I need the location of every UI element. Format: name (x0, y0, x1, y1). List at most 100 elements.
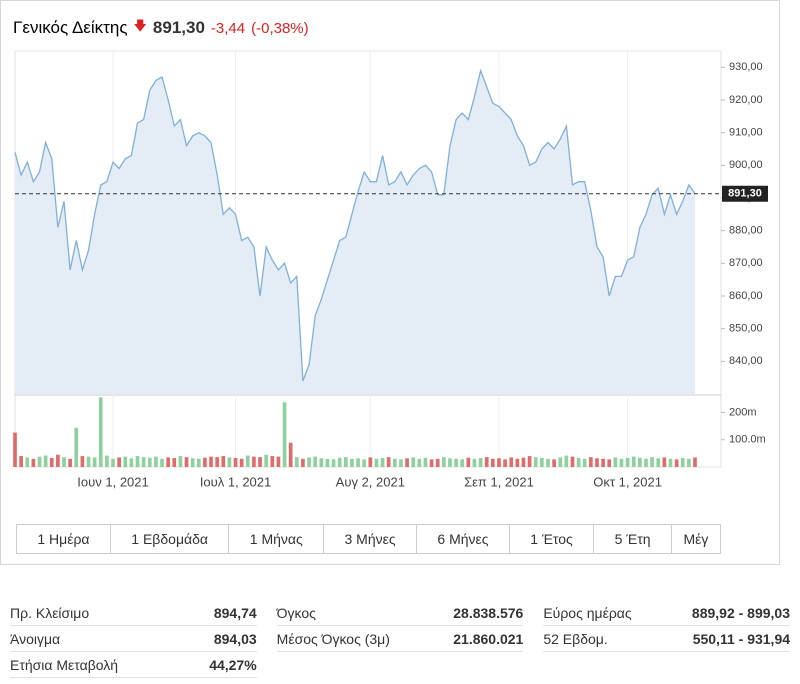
volume-bar (589, 457, 593, 467)
range-button[interactable]: 1 Μήνας (229, 525, 325, 553)
volume-bar (147, 457, 152, 467)
volume-bar (313, 456, 318, 467)
index-name: Γενικός Δείκτης (13, 18, 128, 37)
volume-bar (668, 458, 673, 467)
stat-value: 894,74 (213, 604, 257, 621)
volume-bar (362, 459, 367, 467)
volume-bar (680, 457, 685, 467)
volume-bar (693, 457, 697, 467)
range-button[interactable]: 6 Μήνες (417, 525, 510, 553)
volume-bar (368, 457, 373, 467)
volume-bar (484, 457, 489, 467)
stat-label: 52 Εβδομ. (543, 630, 608, 647)
volume-bar (509, 457, 514, 467)
volume-bar (178, 456, 183, 467)
volume-bar (43, 455, 48, 467)
stat-value: 894,03 (213, 630, 257, 647)
volume-bar (503, 459, 507, 467)
volume-bar (441, 457, 446, 467)
volume-bar (625, 457, 630, 467)
volume-bar (98, 397, 103, 467)
volume-bar (631, 456, 636, 467)
volume-bar (356, 458, 360, 467)
x-tick-label: Ιουν 1, 2021 (77, 474, 148, 489)
volume-bar (215, 457, 219, 467)
volume-bar (19, 456, 23, 467)
stats-column: Πρ. Κλείσιμο 894,74 Άνοιγμα 894,03 Ετήσια Με… (0, 600, 267, 678)
stats-column: Εύρος ημέρας 889,92 - 899,03 52 Εβδομ. 550,… (533, 600, 800, 678)
volume-bar (380, 457, 385, 467)
volume-bar (582, 458, 587, 467)
down-arrow: 🡇 (133, 18, 147, 33)
stat-row: Πρ. Κλείσιμο 894,74 (10, 600, 257, 626)
stat-value: 550,11 - 931,94 (692, 630, 791, 647)
volume-bar (491, 458, 495, 467)
volume-bar (558, 457, 563, 467)
range-button[interactable]: 1 Έτος (510, 525, 595, 553)
range-button[interactable]: 1 Εβδομάδα (111, 525, 230, 553)
volume-bar (166, 457, 170, 467)
volume-bar (448, 458, 452, 467)
volume-bar (239, 458, 244, 467)
y-tick-label: 870,00 (729, 257, 763, 269)
volume-bar (252, 456, 256, 467)
volume-bar (245, 455, 250, 467)
volume-bar (62, 457, 66, 467)
x-tick-label: Οκτ 1, 2021 (593, 474, 662, 489)
volume-bar (527, 456, 532, 467)
change: -3,44 (210, 19, 246, 37)
volume-bar (417, 458, 422, 467)
range-button[interactable]: 1 Ημέρα (17, 525, 111, 553)
volume-bar (392, 458, 397, 467)
volume-bar (674, 459, 679, 467)
volume-bar (172, 457, 177, 467)
volume-bar (343, 457, 348, 467)
volume-bar (307, 457, 311, 467)
volume-bar (644, 458, 648, 467)
range-button[interactable]: 3 Μήνες (324, 525, 418, 553)
price-line (14, 68, 696, 382)
volume-bar (13, 432, 17, 467)
stat-label: Όγκος (276, 604, 316, 621)
volume-bar (294, 457, 299, 467)
stat-row: Εύρος ημέρας 889,92 - 899,03 (543, 600, 791, 626)
volume-bar (270, 456, 275, 467)
volume-bar (74, 427, 79, 467)
volume-bar (227, 457, 232, 467)
stat-label: Μέσος Όγκος (3μ) (276, 630, 390, 647)
volume-bar (282, 402, 287, 467)
x-tick-label: Αυγ 2, 2021 (336, 474, 405, 489)
volume-bar (258, 457, 262, 467)
volume-bar (117, 457, 121, 467)
volume-bar (288, 442, 293, 467)
volume-bar (515, 458, 520, 467)
range-button[interactable]: 5 Έτη (594, 525, 672, 553)
volume-bar (619, 458, 624, 467)
stat-value: 21.860.021 (453, 630, 524, 647)
volume-bar (154, 456, 158, 467)
price-area (15, 70, 695, 394)
volume-tick-label: 100.0m (729, 434, 766, 446)
volume-bar (411, 457, 416, 467)
x-tick-label: Σεπ 1, 2021 (464, 474, 534, 489)
volume-bar (460, 459, 465, 467)
volume-bar (203, 457, 207, 467)
y-tick-label: 840,00 (729, 355, 763, 367)
volume-bar (478, 457, 483, 467)
volume-bar (638, 457, 642, 467)
volume-bar (129, 458, 134, 467)
volume-bar (184, 457, 189, 467)
volume-bar (374, 458, 379, 467)
volume-bar (472, 458, 477, 467)
volume-bar (209, 456, 213, 467)
volume-bar (301, 458, 305, 467)
volume-bar (196, 458, 201, 467)
volume-bar (221, 456, 226, 467)
volume-bar (105, 455, 109, 467)
range-button[interactable]: Μέγ (683, 531, 709, 547)
stat-value: 28.838.576 (453, 604, 524, 621)
volume-bar (521, 457, 526, 467)
volume-bar (687, 458, 691, 467)
price: 891,30 (152, 18, 205, 37)
volume-bar (662, 457, 667, 467)
